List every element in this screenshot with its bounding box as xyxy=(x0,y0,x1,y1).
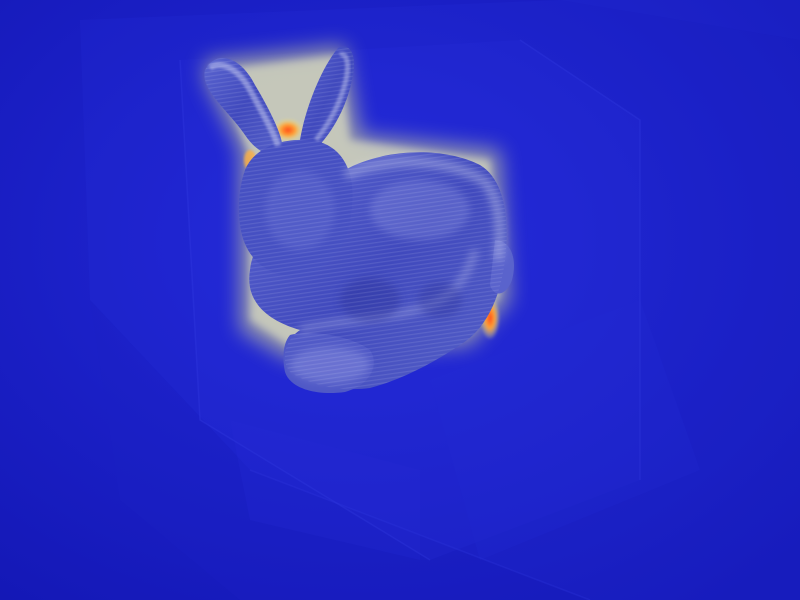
bunny-model xyxy=(204,46,515,394)
